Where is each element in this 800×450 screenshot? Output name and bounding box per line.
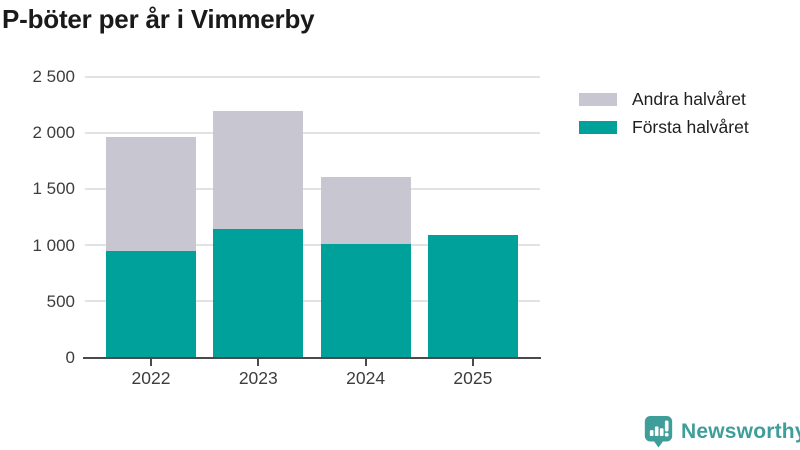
chart-title: P-böter per år i Vimmerby (2, 4, 315, 34)
bar-2023-andra-halvaret (213, 111, 304, 230)
legend-swatch-andra-halvaret (579, 92, 617, 106)
bar-2024-forsta-halvaret (320, 244, 411, 358)
x-axis-label-2023: 2023 (238, 368, 278, 388)
gridline-2000 (85, 131, 540, 134)
x-axis-tick-2023 (257, 358, 260, 366)
bar-2022-andra-halvaret (106, 137, 196, 251)
y-axis-label-1500: 1 500 (32, 179, 75, 199)
logo-bars-glyph (649, 420, 669, 437)
bar-2022-forsta-halvaret (106, 250, 196, 358)
x-axis-label-2022: 2022 (131, 368, 171, 388)
newsworthy-logo-icon (644, 416, 673, 448)
x-axis-label-2025: 2025 (453, 368, 493, 388)
legend: Andra halvåret Första halvåret (579, 89, 749, 148)
legend-label-andra-halvaret: Andra halvåret (632, 88, 746, 109)
x-axis-line (83, 356, 541, 359)
x-axis-tick-2024 (364, 358, 367, 366)
y-axis-label-2000: 2 000 (32, 123, 75, 143)
legend-label-forsta-halvaret: Första halvåret (632, 116, 749, 137)
x-axis-tick-2025 (471, 358, 474, 366)
gridline-1000 (85, 244, 540, 247)
y-axis-label-500: 500 (46, 291, 75, 311)
x-axis-label-2024: 2024 (346, 368, 386, 388)
brand-wordmark: Newsworthy (681, 419, 800, 443)
gridline-1500 (85, 187, 540, 190)
y-axis-label-1000: 1 000 (32, 235, 75, 255)
x-axis-tick-2022 (150, 358, 152, 366)
legend-swatch-forsta-halvaret (579, 120, 617, 134)
brand-footer[interactable]: Newsworthy (643, 414, 800, 449)
gridline-2500 (85, 75, 540, 78)
gridline-500 (85, 300, 540, 303)
bar-2024-andra-halvaret (320, 176, 411, 244)
bar-2023-forsta-halvaret (213, 229, 304, 358)
bar-2025-forsta-halvaret (427, 235, 518, 358)
legend-item-forsta-halvaret: Första halvåret (579, 117, 749, 137)
y-axis-label-0: 0 (65, 348, 75, 367)
y-axis-label-2500: 2 500 (32, 67, 75, 86)
legend-item-andra-halvaret: Andra halvåret (579, 89, 749, 109)
